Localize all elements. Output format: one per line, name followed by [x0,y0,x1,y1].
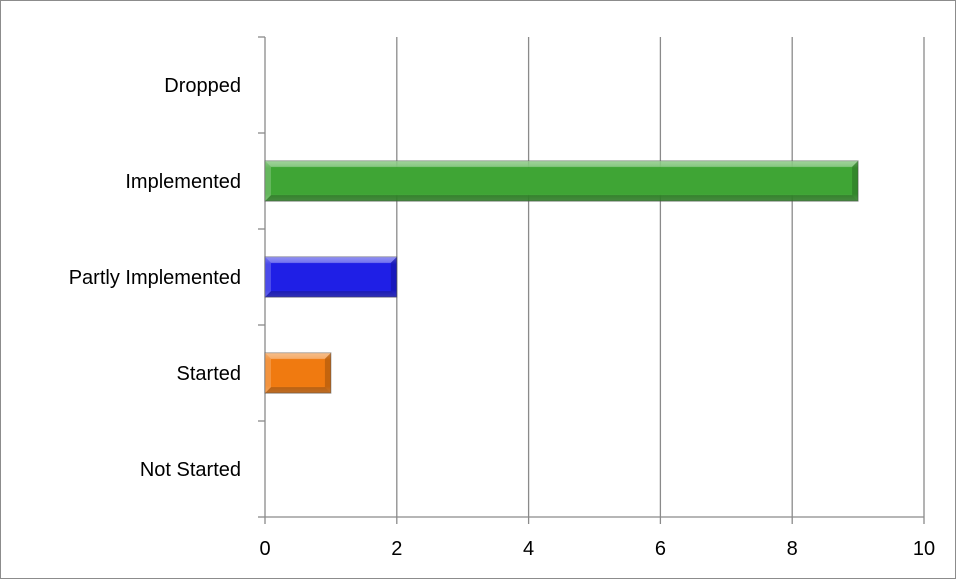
bar-bevel-left [265,256,271,298]
bar-partly-implemented [264,256,398,298]
category-label-implemented: Implemented [125,171,241,193]
bar-bevel-bottom [265,291,397,298]
gridlines [396,37,925,517]
bar-implemented [264,160,859,202]
bar-bevel-left [265,352,271,394]
bar-bevel-bottom [265,195,859,202]
bar-bevel-right [324,352,331,394]
bar-body [264,352,332,394]
bar-bevel-bottom [265,387,331,394]
x-tick-label: 8 [787,538,798,560]
x-tick-label: 4 [523,538,534,560]
bar-bevel-right [852,160,859,202]
category-label-not-started: Not Started [140,459,241,481]
bar-started [264,352,332,394]
labels: 0 2 4 6 8 10 Not Started Started Partly Implemen… [69,75,935,560]
bar-bevel-left [265,160,271,202]
bar-bevel-right [390,256,397,298]
bars [264,160,859,394]
category-label-partly-implemented: Partly Implemented [69,267,241,289]
x-tick-label: 10 [913,538,935,560]
category-label-started: Started [177,363,241,385]
bar-bevel-top [265,160,859,167]
x-tick-label: 2 [391,538,402,560]
bar-bevel-top [265,256,397,263]
category-label-dropped: Dropped [164,75,241,97]
bar-bevel-top [265,352,331,359]
bar-body [264,160,859,202]
x-tick-label: 0 [259,538,270,560]
bar-body [264,256,398,298]
x-tick-label: 6 [655,538,666,560]
